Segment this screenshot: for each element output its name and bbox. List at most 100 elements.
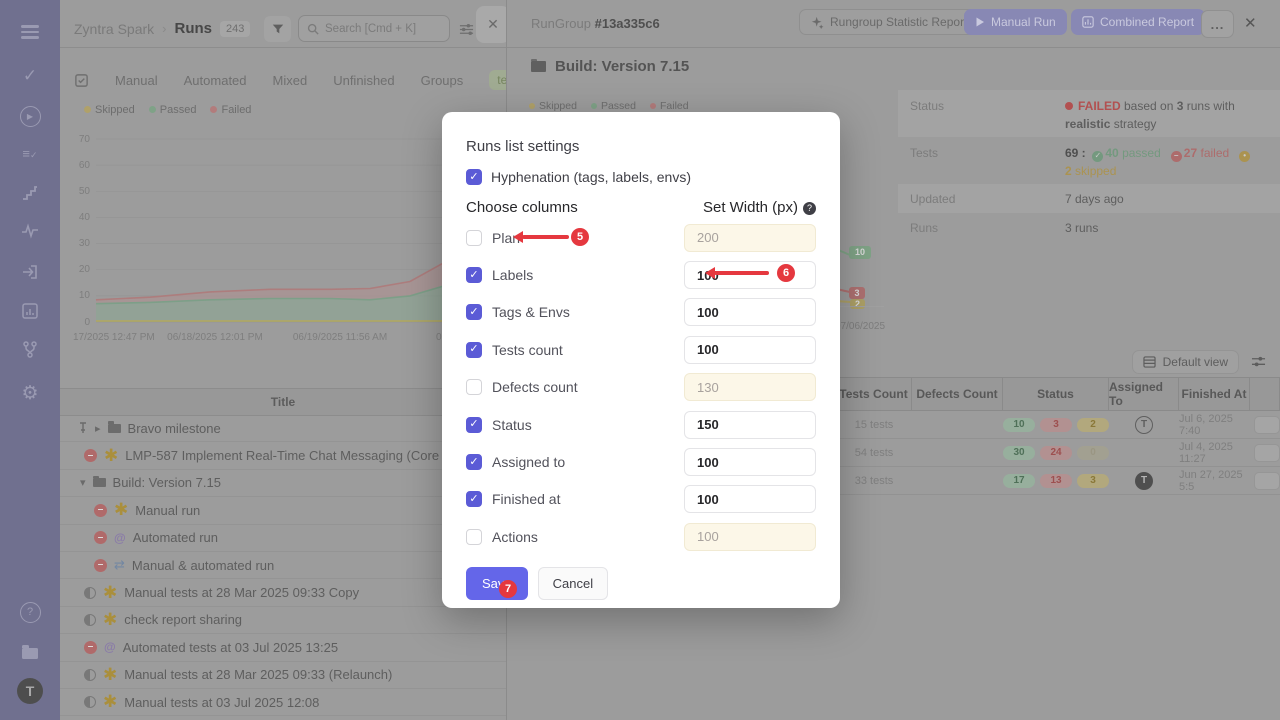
breadcrumb-project[interactable]: Zyntra Spark bbox=[74, 20, 155, 37]
settings-popover-close[interactable]: ✕ bbox=[476, 6, 506, 43]
defects-count-width-input[interactable] bbox=[684, 373, 816, 402]
skipped-pill: 2 bbox=[1077, 417, 1109, 432]
help-icon[interactable]: ? bbox=[803, 201, 816, 215]
actions-width-input[interactable] bbox=[684, 522, 816, 551]
list-item[interactable]: – @ Automated tests at 03 Jul 2025 13:25 bbox=[60, 634, 506, 662]
manual-run-icon: ✱ bbox=[103, 664, 118, 684]
test-plans-icon[interactable]: ≡✓ bbox=[22, 146, 38, 161]
finished-at-width-input[interactable] bbox=[684, 485, 816, 514]
analytics-icon[interactable] bbox=[0, 222, 60, 240]
tags-envs-checkbox[interactable]: ✓ bbox=[466, 304, 482, 321]
failed-dot bbox=[649, 103, 656, 109]
table-settings-icon[interactable] bbox=[1251, 355, 1266, 369]
status-width-input[interactable] bbox=[684, 410, 816, 439]
labels-width-input[interactable] bbox=[684, 261, 816, 290]
modal-title: Runs list settings bbox=[466, 138, 580, 155]
tags-envs-width-input[interactable] bbox=[684, 298, 816, 327]
col-defects-count[interactable]: Defects Count bbox=[912, 378, 1003, 410]
status-checkbox[interactable]: ✓ bbox=[466, 416, 482, 433]
runs-panel: Zyntra Spark › Runs 243 Search [Cmd + K]… bbox=[60, 0, 507, 720]
runs-nav-icon[interactable]: ▶ bbox=[0, 104, 60, 127]
legend-failed: Failed bbox=[221, 104, 252, 116]
avatar[interactable]: T bbox=[0, 678, 60, 704]
list-item[interactable]: ▸ Bravo milestone bbox=[60, 415, 506, 443]
runs-table-title-header[interactable]: Title bbox=[60, 388, 506, 416]
branch-icon[interactable] bbox=[0, 340, 60, 358]
automated-run-icon: @ bbox=[104, 640, 116, 655]
choose-columns-header: Choose columns bbox=[466, 199, 578, 216]
list-item[interactable]: – @ Automated run bbox=[60, 525, 506, 552]
annotation-badge-7: 7 bbox=[499, 580, 517, 598]
chevron-right-icon[interactable]: ▸ bbox=[95, 422, 101, 435]
tab-manual[interactable]: Manual bbox=[115, 72, 158, 88]
failed-area bbox=[96, 240, 506, 304]
list-item[interactable]: – ✱ Manual run bbox=[60, 497, 506, 525]
reports-icon[interactable] bbox=[0, 302, 60, 320]
col-tests-count[interactable]: Tests Count bbox=[836, 378, 912, 410]
tests-count-width-input[interactable] bbox=[684, 335, 816, 364]
tab-test-work-pill[interactable]: test work bbox=[489, 70, 506, 90]
more-actions-button[interactable]: ... bbox=[1201, 10, 1234, 38]
select-runs-icon[interactable] bbox=[74, 73, 89, 88]
col-status[interactable]: Status bbox=[1003, 378, 1109, 410]
svg-text:20: 20 bbox=[79, 264, 91, 275]
table-row[interactable]: 33 tests 17 13 3 T Jun 27, 2025 5:5 bbox=[836, 467, 1280, 495]
list-item[interactable]: – ⇄ Manual & automated run bbox=[60, 552, 506, 580]
filter-button[interactable] bbox=[264, 16, 291, 42]
tab-mixed[interactable]: Mixed bbox=[272, 72, 308, 88]
list-item[interactable]: ✱ Manual tests at 03 Jul 2025 12:08 bbox=[60, 689, 506, 717]
plan-checkbox[interactable] bbox=[466, 229, 482, 246]
list-item[interactable]: – ✱ LMP-587 Implement Real-Time Chat Mes… bbox=[60, 442, 506, 470]
table-row[interactable]: 15 tests 10 3 2 T Jul 6, 2025 7:40 bbox=[836, 411, 1280, 439]
hyphenation-checkbox[interactable]: ✓ bbox=[466, 169, 482, 185]
col-assigned-to[interactable]: Assigned To bbox=[1109, 378, 1179, 410]
save-button[interactable]: Save bbox=[466, 566, 528, 600]
table-header-row: Tests Count Defects Count Status Assigne… bbox=[836, 377, 1280, 411]
rungroup-statistic-report-button[interactable]: Rungroup Statistic Report bbox=[799, 9, 980, 35]
list-item[interactable]: ✱ Manual tests at 28 Mar 2025 09:33 Copy bbox=[60, 579, 506, 607]
column-row-assigned-to: ✓ Assigned to bbox=[466, 443, 816, 480]
combined-report-button[interactable]: Combined Report bbox=[1071, 9, 1206, 35]
legend-passed: Passed bbox=[159, 104, 197, 116]
checks-nav-icon[interactable]: ✓ bbox=[22, 66, 38, 85]
tab-unfinished[interactable]: Unfinished bbox=[333, 72, 395, 88]
rungroup-title: RunGroup #13a335c6 bbox=[531, 16, 660, 31]
milestones-icon[interactable] bbox=[0, 184, 60, 202]
plan-width-input[interactable] bbox=[684, 223, 816, 252]
tests-count-checkbox[interactable]: ✓ bbox=[466, 341, 482, 358]
table-row[interactable]: 54 tests 30 24 0 Jul 4, 2025 11:27 bbox=[836, 439, 1280, 467]
gear-icon[interactable]: ⚙ bbox=[21, 383, 39, 404]
skipped-icon: • bbox=[1239, 150, 1251, 162]
svg-text:60: 60 bbox=[79, 160, 91, 171]
list-item[interactable]: ✱ Manual tests at 28 Mar 2025 09:33 (Rel… bbox=[60, 662, 506, 689]
list-item[interactable]: ▾ Build: Version 7.15 bbox=[60, 470, 506, 498]
projects-folder-icon[interactable] bbox=[0, 644, 60, 664]
chevron-down-icon[interactable]: ▾ bbox=[80, 477, 86, 490]
table-toolbar: Default view bbox=[1131, 350, 1266, 374]
sidebar: ✓ ▶ ≡✓ ⚙ ? T bbox=[0, 0, 60, 720]
default-view-button[interactable]: Default view bbox=[1131, 350, 1239, 374]
defects-count-checkbox[interactable] bbox=[466, 379, 482, 396]
pipelines-icon[interactable] bbox=[0, 262, 60, 280]
menu-icon[interactable] bbox=[0, 22, 60, 42]
passed-pill: 30 bbox=[1003, 445, 1035, 460]
cancel-button[interactable]: Cancel bbox=[537, 566, 609, 600]
partial-status-icon bbox=[84, 586, 96, 599]
list-item[interactable]: ✱ check report sharing bbox=[60, 607, 506, 635]
columns-settings-icon[interactable] bbox=[459, 22, 474, 37]
labels-checkbox[interactable]: ✓ bbox=[466, 267, 482, 284]
tab-automated[interactable]: Automated bbox=[183, 72, 247, 88]
actions-checkbox[interactable] bbox=[466, 528, 482, 545]
help-icon[interactable]: ? bbox=[0, 600, 60, 623]
annotation-badge-5: 5 bbox=[571, 228, 589, 246]
search-input[interactable]: Search [Cmd + K] bbox=[298, 15, 450, 42]
manual-run-button[interactable]: Manual Run bbox=[964, 9, 1067, 35]
finished-at-checkbox[interactable]: ✓ bbox=[466, 491, 482, 508]
legend-skipped: Skipped bbox=[95, 104, 135, 116]
close-rungroup-button[interactable]: ✕ bbox=[1244, 14, 1257, 32]
tab-groups[interactable]: Groups bbox=[420, 72, 464, 88]
close-icon: ✕ bbox=[487, 16, 499, 32]
col-finished-at[interactable]: Finished At bbox=[1179, 378, 1250, 410]
assigned-to-checkbox[interactable]: ✓ bbox=[466, 454, 482, 471]
assigned-to-width-input[interactable] bbox=[684, 448, 816, 477]
